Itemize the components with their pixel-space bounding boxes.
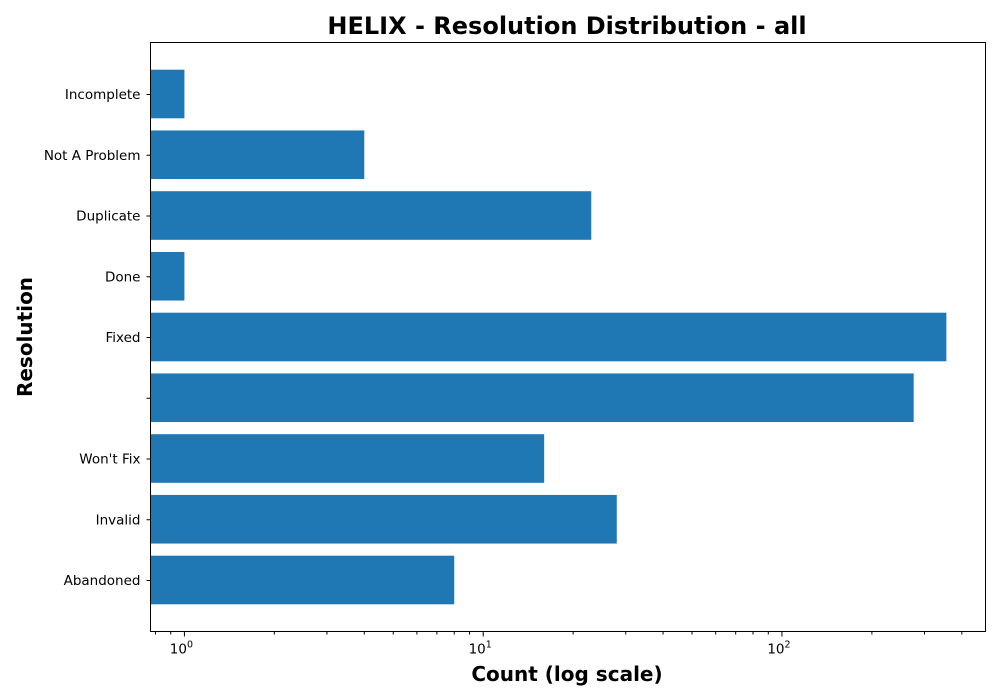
y-axis-label: Resolution bbox=[13, 277, 37, 397]
y-tick-label: Done bbox=[105, 269, 141, 285]
bar bbox=[150, 434, 545, 483]
y-tick-label: Duplicate bbox=[76, 209, 140, 225]
bar bbox=[150, 373, 914, 423]
bar bbox=[150, 191, 592, 240]
y-tick-label: Not A Problem bbox=[44, 148, 141, 164]
plot-frame bbox=[150, 42, 986, 632]
bar bbox=[150, 251, 185, 301]
bar bbox=[150, 312, 947, 362]
y-tick-label: Invalid bbox=[96, 512, 141, 528]
y-axis-ticks: Incomplete Not A Problem Duplicate Done Fixe… bbox=[44, 87, 151, 589]
bar bbox=[150, 555, 455, 605]
y-tick-label: Incomplete bbox=[65, 87, 141, 103]
x-tick-label: 101 bbox=[469, 640, 492, 658]
chart-title: HELIX - Resolution Distribution - all bbox=[327, 12, 806, 40]
bar bbox=[150, 69, 185, 119]
y-tick-label: Fixed bbox=[106, 330, 141, 346]
y-tick-label: Abandoned bbox=[64, 573, 141, 589]
bars-group bbox=[150, 69, 947, 605]
bar bbox=[150, 130, 365, 180]
x-tick-label: 102 bbox=[767, 640, 790, 658]
bar bbox=[150, 494, 617, 544]
x-axis-ticks: 100 101 102 bbox=[154, 631, 963, 658]
x-axis-label: Count (log scale) bbox=[471, 662, 662, 686]
x-tick-label: 100 bbox=[170, 640, 193, 658]
y-tick-label: Won't Fix bbox=[79, 452, 140, 468]
